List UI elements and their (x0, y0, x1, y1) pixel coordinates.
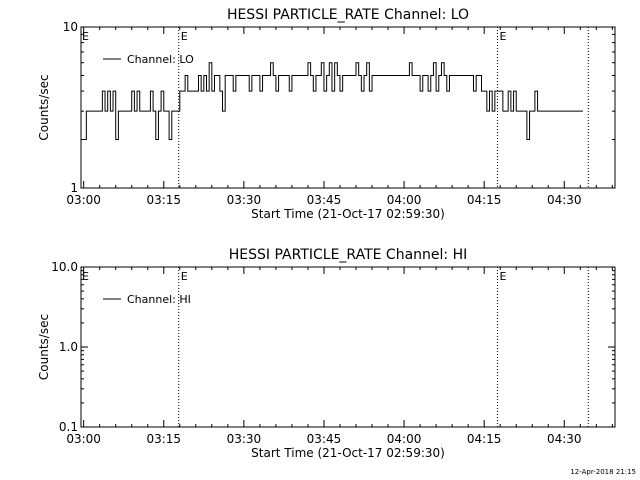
x-tick-label: 04:00 (387, 193, 422, 207)
y-tick-label: 1 (70, 181, 78, 195)
x-tick-label: 03:15 (146, 193, 181, 207)
x-tick-label: 03:30 (227, 432, 262, 446)
x-tick-label: 04:00 (387, 432, 422, 446)
plot-frame (80, 26, 616, 189)
x-axis-label: Start Time (21-Oct-17 02:59:30) (251, 446, 445, 460)
x-tick-label: 04:15 (467, 432, 502, 446)
event-marker-label-start: E (82, 270, 89, 283)
lo-channel-panel: HESSI PARTICLE_RATE Channel: LO 03:00 03:1… (37, 7, 616, 221)
event-marker-label: E (500, 270, 507, 283)
footer-timestamp: 12-Apr-2018 21:15 (570, 468, 636, 476)
series-line-0 (83, 62, 583, 141)
x-tick-label: 03:30 (227, 193, 262, 207)
x-tick-label: 04:30 (547, 193, 582, 207)
x-tick-label: 03:00 (66, 432, 101, 446)
chart-title: HESSI PARTICLE_RATE Channel: HI (229, 247, 467, 263)
event-marker-label: E (181, 30, 188, 43)
x-tick-label: 03:00 (66, 193, 101, 207)
y-axis-label: Counts/sec (37, 314, 51, 380)
x-axis-label: Start Time (21-Oct-17 02:59:30) (251, 207, 445, 221)
x-tick-label: 03:15 (146, 432, 181, 446)
event-marker-label: E (181, 270, 188, 283)
y-tick-label: 10 (63, 20, 78, 34)
event-marker-label: E (500, 30, 507, 43)
x-tick-label: 03:45 (307, 193, 342, 207)
y-tick-label: 1.0 (59, 340, 78, 354)
x-tick-label: 04:15 (467, 193, 502, 207)
legend-entry: Channel: HI (127, 293, 191, 306)
y-tick-label: 10.0 (51, 260, 78, 274)
legend-entry: Channel: LO (127, 53, 194, 66)
event-marker-label-start: E (82, 30, 89, 43)
y-axis-label: Counts/sec (37, 74, 51, 140)
y-tick-label: 0.1 (59, 420, 78, 434)
chart-title: HESSI PARTICLE_RATE Channel: LO (227, 7, 469, 23)
hi-channel-panel: HESSI PARTICLE_RATE Channel: HI 03:00 03:1… (37, 247, 616, 460)
x-tick-label: 04:30 (547, 432, 582, 446)
x-tick-label: 03:45 (307, 432, 342, 446)
